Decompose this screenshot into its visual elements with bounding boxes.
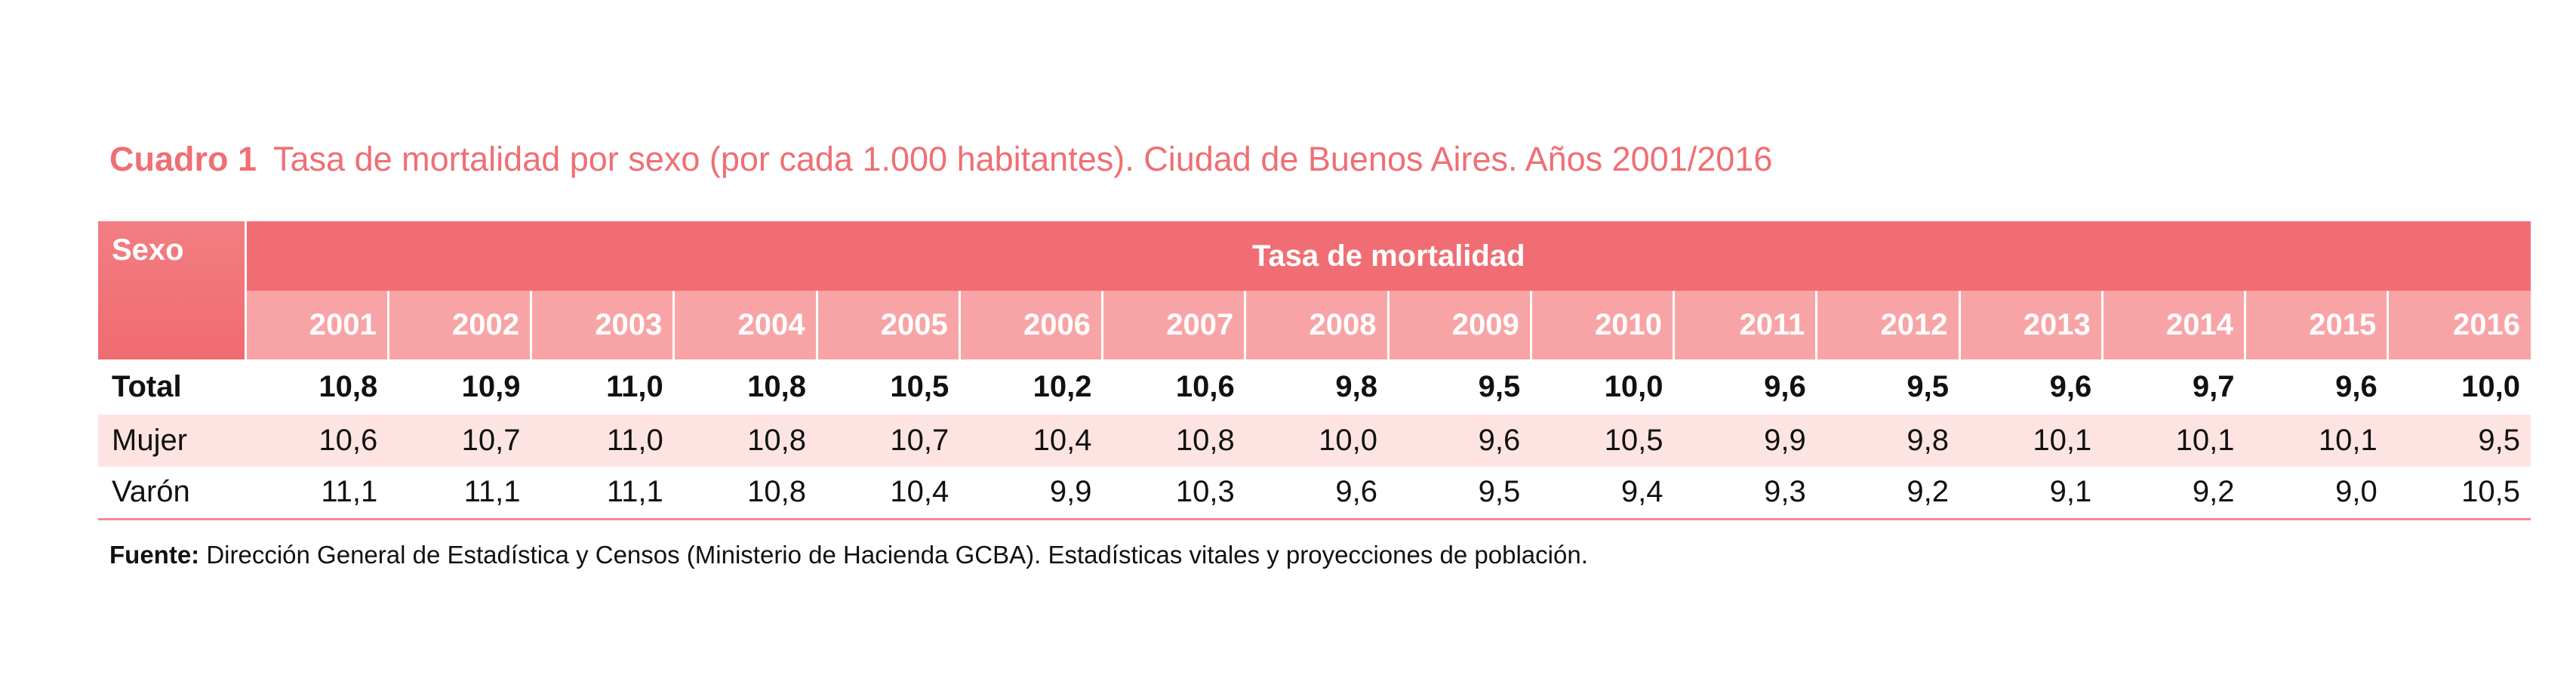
year-header-2002: 2002 <box>386 291 531 359</box>
year-header-2009: 2009 <box>1386 291 1531 359</box>
rate-cell: 10,2 <box>1033 370 1092 403</box>
rate-cell: 10,5 <box>1531 415 1674 467</box>
rate-cell: 10,6 <box>1175 370 1235 403</box>
rate-cell: 9,2 <box>2102 467 2245 520</box>
table-row: Varón 11,1 11,1 11,1 10,8 10,4 9,9 10,3 9,6 9,5 9,… <box>98 467 2531 520</box>
rate-cell: 9,2 <box>1816 467 1959 520</box>
rate-cell: 9,6 <box>2335 370 2377 403</box>
year-header-2003: 2003 <box>529 291 674 359</box>
source-text: Dirección General de Estadística y Censo… <box>206 541 1588 569</box>
rate-cell: 10,8 <box>673 415 817 467</box>
caption-label: Cuadro 1 <box>109 140 257 178</box>
table-row: Mujer 10,6 10,7 11,0 10,8 10,7 10,4 10,8 10,0 9,6… <box>98 415 2531 467</box>
rate-cell: 9,6 <box>1764 370 1806 403</box>
rate-cell: 11,1 <box>245 467 389 520</box>
year-header-2008: 2008 <box>1244 291 1388 359</box>
source-label: Fuente: <box>109 541 200 569</box>
source-note: Fuente: Dirección General de Estadística… <box>109 541 1588 569</box>
rate-cell: 9,5 <box>2387 415 2531 467</box>
rate-cell: 11,1 <box>531 467 674 520</box>
year-header-2015: 2015 <box>2243 291 2388 359</box>
rate-cell: 11,0 <box>606 370 663 403</box>
rate-cell: 9,6 <box>1245 467 1388 520</box>
row-label: Mujer <box>98 415 245 467</box>
rate-cell: 9,5 <box>1907 370 1949 403</box>
rate-cell: 9,7 <box>2192 370 2235 403</box>
rate-cell: 9,0 <box>2245 467 2388 520</box>
table-row: Total 10,8 10,9 11,0 10,8 10,5 10,2 10,6 9,8 9,5 1… <box>98 359 2531 415</box>
rate-cell: 9,9 <box>959 467 1103 520</box>
rate-cell: 10,7 <box>817 415 960 467</box>
rate-cell: 11,1 <box>388 467 531 520</box>
rate-cell: 10,8 <box>1102 415 1245 467</box>
rate-cell: 9,8 <box>1335 370 1377 403</box>
rate-cell: 9,3 <box>1673 467 1817 520</box>
mortality-table: Sexo Tasa de mortalidad 2001 2002 2003 2004… <box>98 221 2531 520</box>
row-label: Total <box>112 370 182 403</box>
sexo-header: Sexo <box>98 221 247 359</box>
rate-cell: 10,7 <box>388 415 531 467</box>
year-header-2010: 2010 <box>1529 291 1674 359</box>
tasa-header: Tasa de mortalidad <box>245 221 2531 291</box>
year-header-2013: 2013 <box>1958 291 2103 359</box>
rate-cell: 9,5 <box>1388 467 1531 520</box>
rate-cell: 10,9 <box>461 370 521 403</box>
year-header-2012: 2012 <box>1815 291 1959 359</box>
year-header-2001: 2001 <box>245 291 389 359</box>
rate-cell: 10,0 <box>1245 415 1388 467</box>
rate-cell: 9,5 <box>1478 370 1521 403</box>
rate-cell: 10,5 <box>2387 467 2531 520</box>
rate-cell: 9,8 <box>1816 415 1959 467</box>
rate-cell: 9,9 <box>1673 415 1817 467</box>
rate-cell: 10,1 <box>2102 415 2245 467</box>
rate-cell: 9,6 <box>2049 370 2092 403</box>
rate-cell: 10,5 <box>890 370 949 403</box>
caption-title: Tasa de mortalidad por sexo (por cada 1.… <box>273 140 1773 178</box>
rate-cell: 10,3 <box>1102 467 1245 520</box>
table-caption: Cuadro 1 Tasa de mortalidad por sexo (por… <box>109 140 1772 179</box>
rate-cell: 10,4 <box>959 415 1103 467</box>
rate-cell: 10,4 <box>817 467 960 520</box>
rate-cell: 9,4 <box>1531 467 1674 520</box>
rate-cell: 10,1 <box>1959 415 2103 467</box>
rate-cell: 10,1 <box>2245 415 2388 467</box>
year-header-2005: 2005 <box>815 291 960 359</box>
rate-cell: 10,0 <box>2461 370 2520 403</box>
year-header-2007: 2007 <box>1100 291 1245 359</box>
table-body: Total 10,8 10,9 11,0 10,8 10,5 10,2 10,6 9,8 9,5 1… <box>98 359 2531 520</box>
year-header-2014: 2014 <box>2101 291 2245 359</box>
year-header-2011: 2011 <box>1672 291 1817 359</box>
rate-cell: 10,8 <box>319 370 378 403</box>
row-label: Varón <box>98 467 245 520</box>
year-header-2006: 2006 <box>958 291 1103 359</box>
year-header-2004: 2004 <box>672 291 817 359</box>
rate-cell: 10,8 <box>747 370 806 403</box>
year-header-row: 2001 2002 2003 2004 2005 2006 2007 2008 2009 2010… <box>98 291 2531 359</box>
rate-cell: 10,0 <box>1604 370 1663 403</box>
rate-cell: 10,6 <box>245 415 389 467</box>
rate-cell: 9,1 <box>1959 467 2103 520</box>
rate-cell: 10,8 <box>673 467 817 520</box>
year-header-2016: 2016 <box>2387 291 2531 359</box>
rate-cell: 9,6 <box>1388 415 1531 467</box>
rate-cell: 11,0 <box>531 415 674 467</box>
